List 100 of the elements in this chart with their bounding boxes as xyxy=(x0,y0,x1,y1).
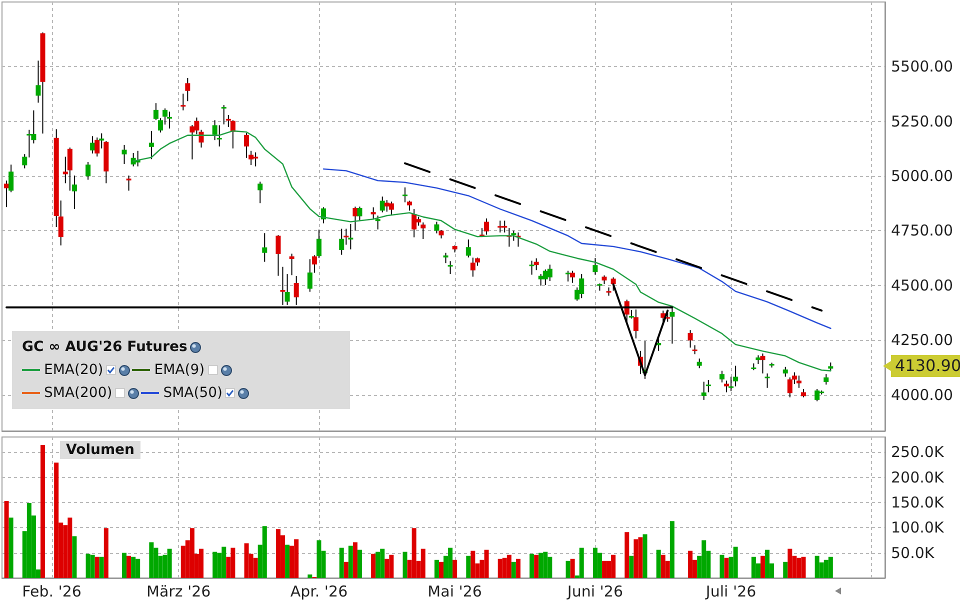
legend-title: GC ∞ AUG'26 Futures xyxy=(22,338,188,357)
bar xyxy=(634,539,638,578)
bar xyxy=(688,550,693,578)
legend-label: SMA(50) xyxy=(163,384,222,403)
bar xyxy=(40,445,46,578)
bar xyxy=(4,500,9,578)
bar xyxy=(262,526,267,578)
bar xyxy=(420,548,426,578)
candlestick xyxy=(339,228,344,256)
candlestick xyxy=(348,223,354,250)
bar xyxy=(72,536,77,578)
bar xyxy=(8,518,14,578)
y-tick-label: 150.0K xyxy=(891,493,945,512)
y-tick-label: 4500.00 xyxy=(891,276,954,294)
candlestick xyxy=(375,215,380,230)
candlestick xyxy=(570,270,576,284)
candlestick xyxy=(764,372,770,388)
y-tick-label: 250.0K xyxy=(891,443,945,462)
candlestick xyxy=(484,218,490,236)
candlestick xyxy=(380,196,385,213)
line-series xyxy=(322,168,832,329)
candlestick xyxy=(86,162,91,180)
y-tick-label: 4750.00 xyxy=(891,222,954,240)
bar xyxy=(624,532,630,578)
candlestick xyxy=(443,252,448,264)
bar xyxy=(629,556,634,578)
candlestick xyxy=(352,206,358,232)
bar xyxy=(402,552,408,578)
x-tick-label: Juli '26 xyxy=(704,582,756,600)
bar xyxy=(253,558,258,578)
bar xyxy=(99,556,104,578)
candlestick xyxy=(448,260,453,275)
candlestick xyxy=(289,253,294,276)
candlestick xyxy=(94,136,100,158)
bar xyxy=(724,558,729,578)
x-tick-label: März '26 xyxy=(146,582,211,600)
candlestick xyxy=(592,258,598,276)
candlestick xyxy=(814,388,820,402)
bar xyxy=(308,574,312,578)
bar xyxy=(438,562,444,578)
candlestick xyxy=(529,260,534,276)
bar xyxy=(656,550,661,578)
y-tick-label: 100.0K xyxy=(891,518,945,537)
bar xyxy=(506,554,512,578)
candlestick xyxy=(148,130,154,160)
candlestick xyxy=(180,93,186,111)
bar xyxy=(470,550,476,578)
candlestick xyxy=(719,370,724,383)
x-tick-label: Apr. '26 xyxy=(290,582,348,600)
bar xyxy=(348,546,353,578)
candlestick xyxy=(36,60,41,104)
candlestick xyxy=(534,258,539,271)
candlestick xyxy=(262,232,268,262)
y-tick-label: 5500.00 xyxy=(891,58,954,76)
candlestick xyxy=(566,270,571,282)
y-tick-label: 200.0K xyxy=(891,468,945,486)
candlestick xyxy=(796,375,802,388)
candlestick xyxy=(782,366,788,378)
candlestick xyxy=(412,208,417,238)
bar xyxy=(828,556,833,578)
bar xyxy=(579,548,584,578)
bar xyxy=(720,554,724,578)
bar xyxy=(285,544,290,578)
candlestick xyxy=(724,380,730,393)
bar xyxy=(371,554,376,578)
candlestick xyxy=(244,132,250,158)
bar xyxy=(131,556,136,578)
candlestick xyxy=(824,374,829,386)
bar xyxy=(352,542,358,578)
x-tick-label: Mai '26 xyxy=(428,582,482,600)
y-tick-label: 5250.00 xyxy=(891,112,954,130)
bar xyxy=(670,521,674,578)
bar xyxy=(466,556,471,578)
bar xyxy=(126,556,132,578)
candlestick xyxy=(547,264,552,282)
text: 4130.90 xyxy=(891,355,960,378)
candlestick xyxy=(760,353,766,374)
candlestick xyxy=(370,206,376,220)
bar xyxy=(570,558,575,578)
x-tick-label: Feb. '26 xyxy=(22,582,82,600)
candlestick xyxy=(90,136,96,154)
bar xyxy=(760,556,765,578)
bar xyxy=(90,554,95,578)
bar xyxy=(530,554,534,578)
candlestick xyxy=(221,104,226,125)
bar xyxy=(149,542,154,578)
candlestick xyxy=(688,330,693,348)
bar xyxy=(339,548,344,578)
legend-label: SMA(200) xyxy=(44,384,112,403)
bar xyxy=(733,546,738,578)
bar xyxy=(104,528,108,578)
bar xyxy=(452,560,458,578)
bar xyxy=(54,462,59,578)
candlestick xyxy=(357,206,362,222)
candlestick xyxy=(276,234,281,276)
chart-title: Volumen xyxy=(66,442,135,458)
candlestick xyxy=(466,238,471,258)
bar xyxy=(642,534,648,578)
bar xyxy=(516,558,520,578)
bar xyxy=(534,554,539,578)
